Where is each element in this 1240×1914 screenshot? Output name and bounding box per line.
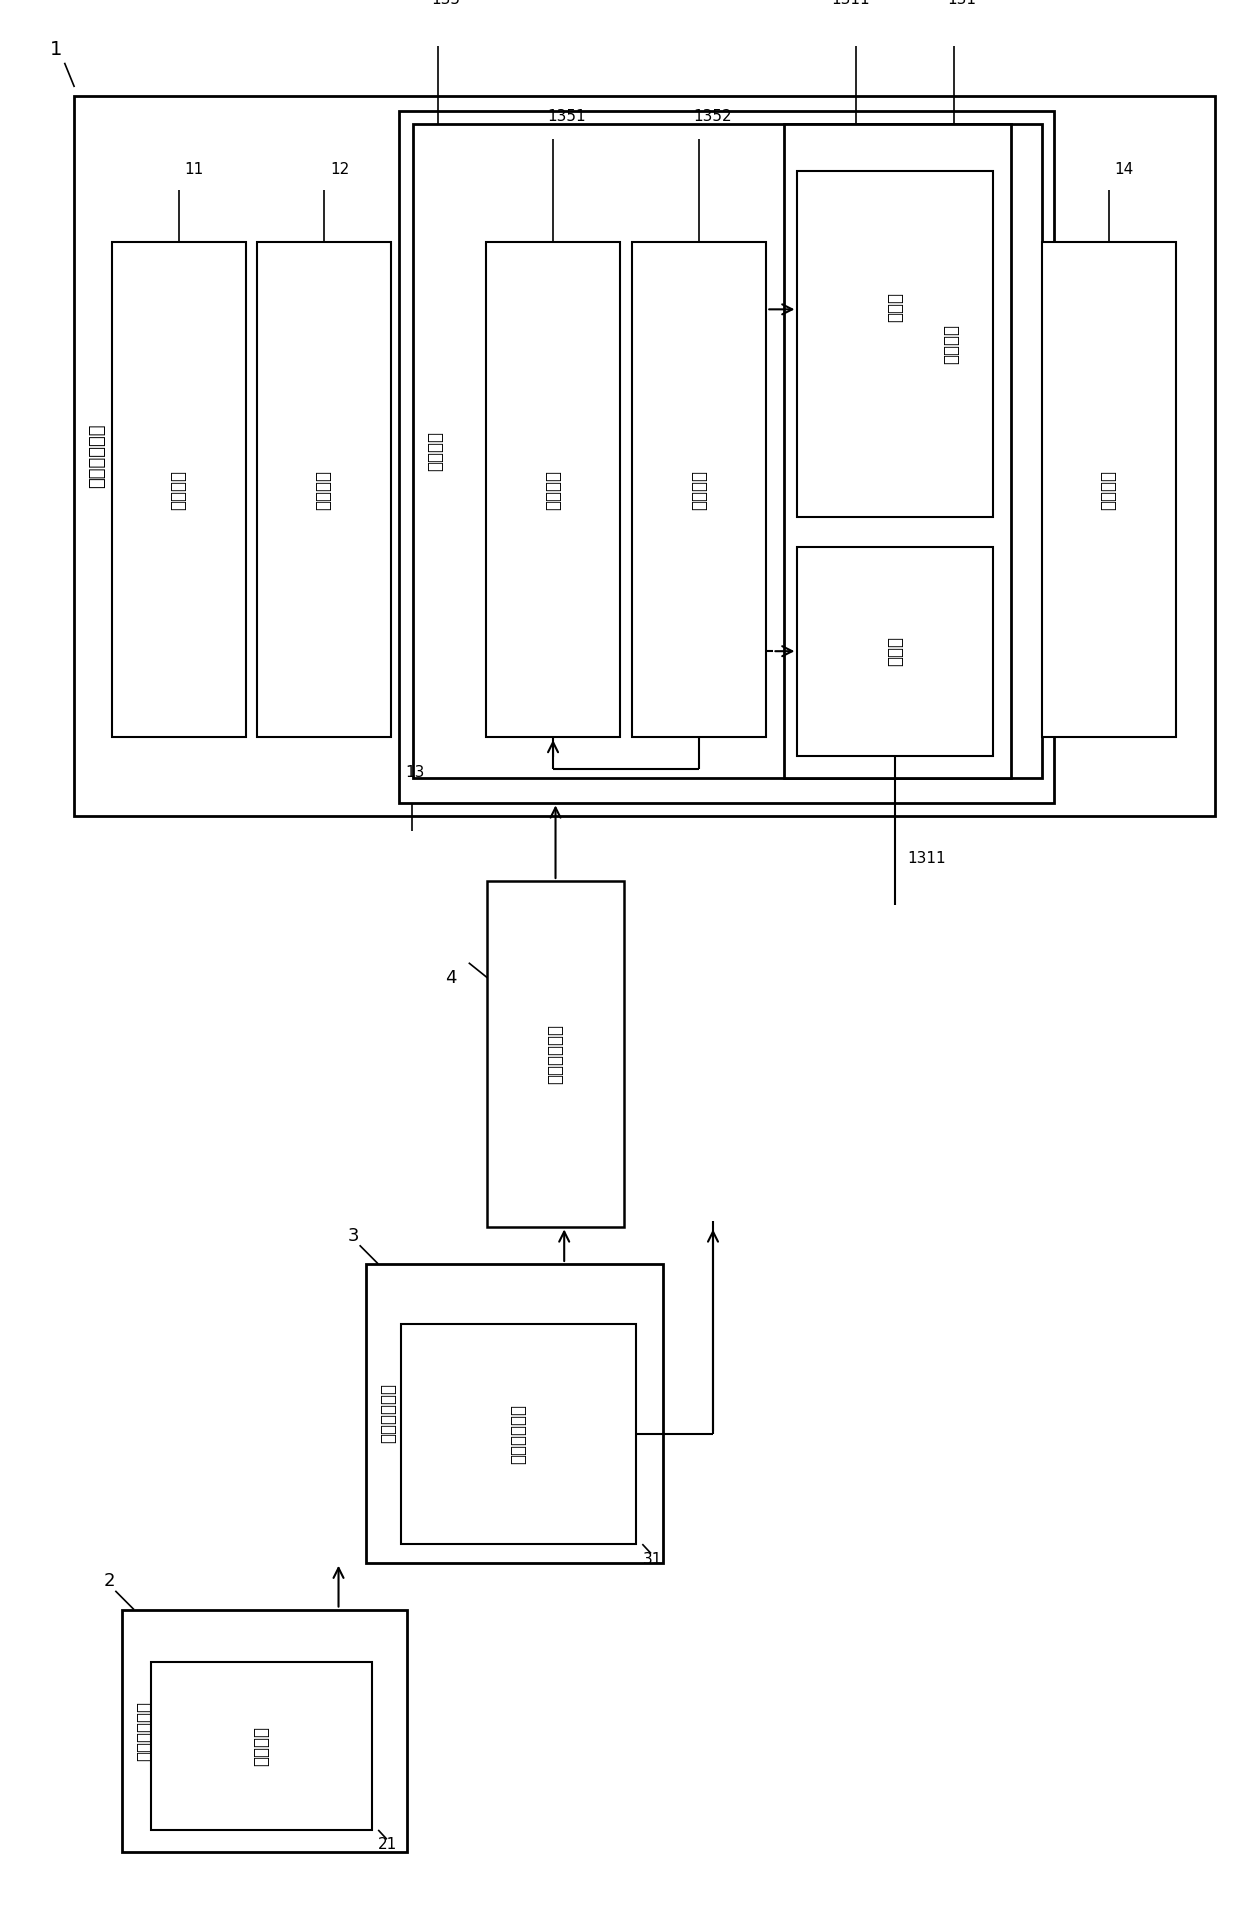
Bar bbox=[401, 1324, 636, 1545]
Bar bbox=[151, 1661, 372, 1830]
Text: 12: 12 bbox=[330, 161, 350, 176]
Text: 电脑主机: 电脑主机 bbox=[253, 1726, 270, 1767]
Bar bbox=[487, 880, 624, 1227]
Bar bbox=[797, 547, 993, 756]
Bar bbox=[1042, 241, 1176, 737]
Bar bbox=[74, 96, 1215, 815]
Text: 21: 21 bbox=[378, 1837, 398, 1853]
Bar bbox=[366, 1263, 663, 1564]
Text: 2: 2 bbox=[104, 1573, 115, 1591]
Text: 裁切机构: 裁切机构 bbox=[1100, 469, 1117, 509]
Text: 1: 1 bbox=[50, 40, 62, 59]
Text: 加热基座: 加热基座 bbox=[942, 323, 960, 364]
Bar bbox=[112, 241, 246, 737]
Bar bbox=[413, 124, 1042, 779]
Text: 控制电脑主机: 控制电脑主机 bbox=[379, 1384, 397, 1443]
Text: 医疗服务机构: 医疗服务机构 bbox=[135, 1702, 153, 1761]
Text: 135: 135 bbox=[432, 0, 460, 8]
Text: 131: 131 bbox=[947, 0, 977, 8]
Text: 供药设备: 供药设备 bbox=[315, 469, 332, 509]
Text: 1352: 1352 bbox=[693, 109, 732, 124]
Text: 针剂取物装置: 针剂取物装置 bbox=[547, 1024, 564, 1083]
Text: 3: 3 bbox=[348, 1227, 360, 1244]
Bar bbox=[632, 241, 766, 737]
Bar bbox=[257, 241, 391, 737]
Text: 控制单元: 控制单元 bbox=[544, 469, 562, 509]
Text: 热压块: 热压块 bbox=[887, 635, 904, 666]
Text: 1311: 1311 bbox=[908, 852, 946, 865]
Text: 热压块: 热压块 bbox=[887, 291, 904, 322]
Text: 13: 13 bbox=[405, 766, 425, 781]
Text: 驱动单元: 驱动单元 bbox=[691, 469, 708, 509]
Text: 4: 4 bbox=[445, 968, 456, 988]
Bar bbox=[122, 1610, 407, 1853]
Text: 1311: 1311 bbox=[832, 0, 870, 8]
Text: 输送装置: 输送装置 bbox=[170, 469, 187, 509]
Bar bbox=[399, 111, 1054, 802]
Bar bbox=[486, 241, 620, 737]
Text: 14: 14 bbox=[1115, 161, 1135, 176]
Text: 处方分析系统: 处方分析系统 bbox=[510, 1403, 527, 1464]
Text: 11: 11 bbox=[185, 161, 205, 176]
Bar bbox=[797, 170, 993, 517]
Text: 针剂包装机台: 针剂包装机台 bbox=[88, 423, 105, 488]
Text: 31: 31 bbox=[642, 1552, 662, 1566]
Text: 1351: 1351 bbox=[547, 109, 585, 124]
Text: 封口装置: 封口装置 bbox=[427, 431, 444, 471]
Bar bbox=[784, 124, 1011, 779]
